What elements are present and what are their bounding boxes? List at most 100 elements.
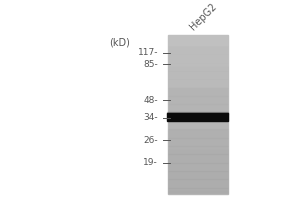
Bar — [168, 59, 228, 60]
Text: 48-: 48- — [143, 96, 158, 105]
Bar — [168, 62, 228, 63]
Bar — [168, 106, 228, 107]
Bar — [168, 78, 228, 79]
Bar — [168, 148, 228, 149]
Bar — [168, 183, 228, 184]
Bar — [168, 38, 228, 39]
Bar — [168, 94, 228, 95]
Bar — [168, 37, 228, 38]
Bar — [168, 90, 228, 91]
Bar — [168, 89, 228, 90]
Bar — [168, 188, 228, 189]
Bar — [168, 132, 228, 133]
Bar — [168, 133, 228, 134]
Bar — [168, 121, 228, 122]
Bar — [168, 186, 228, 187]
Bar — [168, 87, 228, 88]
Bar — [168, 163, 228, 164]
Bar — [168, 95, 228, 96]
Bar — [168, 146, 228, 147]
Bar — [168, 49, 228, 50]
Bar — [168, 174, 228, 175]
Bar — [168, 181, 228, 182]
Bar — [167, 113, 228, 121]
Bar — [168, 80, 228, 81]
Bar — [168, 178, 228, 179]
Bar — [168, 64, 228, 65]
Bar — [168, 161, 228, 162]
Bar — [168, 56, 228, 57]
Bar — [168, 99, 228, 100]
Bar — [168, 46, 228, 47]
Bar — [168, 109, 228, 110]
Bar — [168, 162, 228, 163]
Bar — [168, 117, 228, 118]
Bar — [168, 130, 228, 131]
Bar — [168, 104, 228, 105]
Bar — [168, 135, 228, 136]
Bar — [168, 155, 228, 156]
Bar — [168, 112, 228, 113]
Bar — [168, 97, 228, 98]
Bar — [168, 81, 228, 82]
Bar — [168, 45, 228, 46]
Bar — [168, 63, 228, 64]
Bar — [168, 168, 228, 169]
Bar — [168, 176, 228, 177]
Bar — [168, 110, 228, 111]
Bar — [168, 55, 228, 56]
Bar — [168, 129, 228, 130]
Bar — [168, 101, 228, 102]
Bar — [168, 107, 228, 108]
Bar — [168, 40, 228, 41]
Bar — [168, 164, 228, 165]
Bar — [168, 47, 228, 48]
Text: (kD): (kD) — [109, 38, 130, 48]
Bar — [168, 105, 228, 106]
Bar — [168, 92, 228, 93]
Bar — [168, 113, 228, 114]
Bar — [168, 190, 228, 191]
Bar — [168, 141, 228, 142]
Bar — [168, 73, 228, 74]
Bar — [168, 142, 228, 143]
Bar — [168, 166, 228, 167]
Bar — [168, 191, 228, 192]
Bar — [168, 91, 228, 92]
Bar — [168, 41, 228, 42]
Bar — [168, 35, 228, 194]
Bar — [168, 152, 228, 153]
Bar — [168, 52, 228, 53]
Bar — [168, 120, 228, 121]
Bar — [168, 134, 228, 135]
Text: 117-: 117- — [137, 48, 158, 57]
Bar — [168, 179, 228, 180]
Text: 19-: 19- — [143, 158, 158, 167]
Bar — [168, 65, 228, 66]
Bar — [168, 85, 228, 86]
Bar — [168, 154, 228, 155]
Bar — [168, 124, 228, 125]
Bar — [168, 93, 228, 94]
Bar — [168, 115, 228, 116]
Bar — [168, 83, 228, 84]
Bar — [168, 193, 228, 194]
Bar — [168, 72, 228, 73]
Bar — [167, 112, 228, 114]
Bar — [168, 171, 228, 172]
Bar — [168, 60, 228, 61]
Bar — [168, 143, 228, 144]
Bar — [168, 150, 228, 151]
Bar — [168, 119, 228, 120]
Bar — [168, 169, 228, 170]
Bar — [168, 108, 228, 109]
Bar — [168, 39, 228, 40]
Bar — [168, 43, 228, 44]
Bar — [168, 123, 228, 124]
Text: 26-: 26- — [143, 136, 158, 145]
Bar — [168, 102, 228, 103]
Bar — [168, 76, 228, 77]
Bar — [168, 118, 228, 119]
Bar — [168, 160, 228, 161]
Bar — [168, 88, 228, 89]
